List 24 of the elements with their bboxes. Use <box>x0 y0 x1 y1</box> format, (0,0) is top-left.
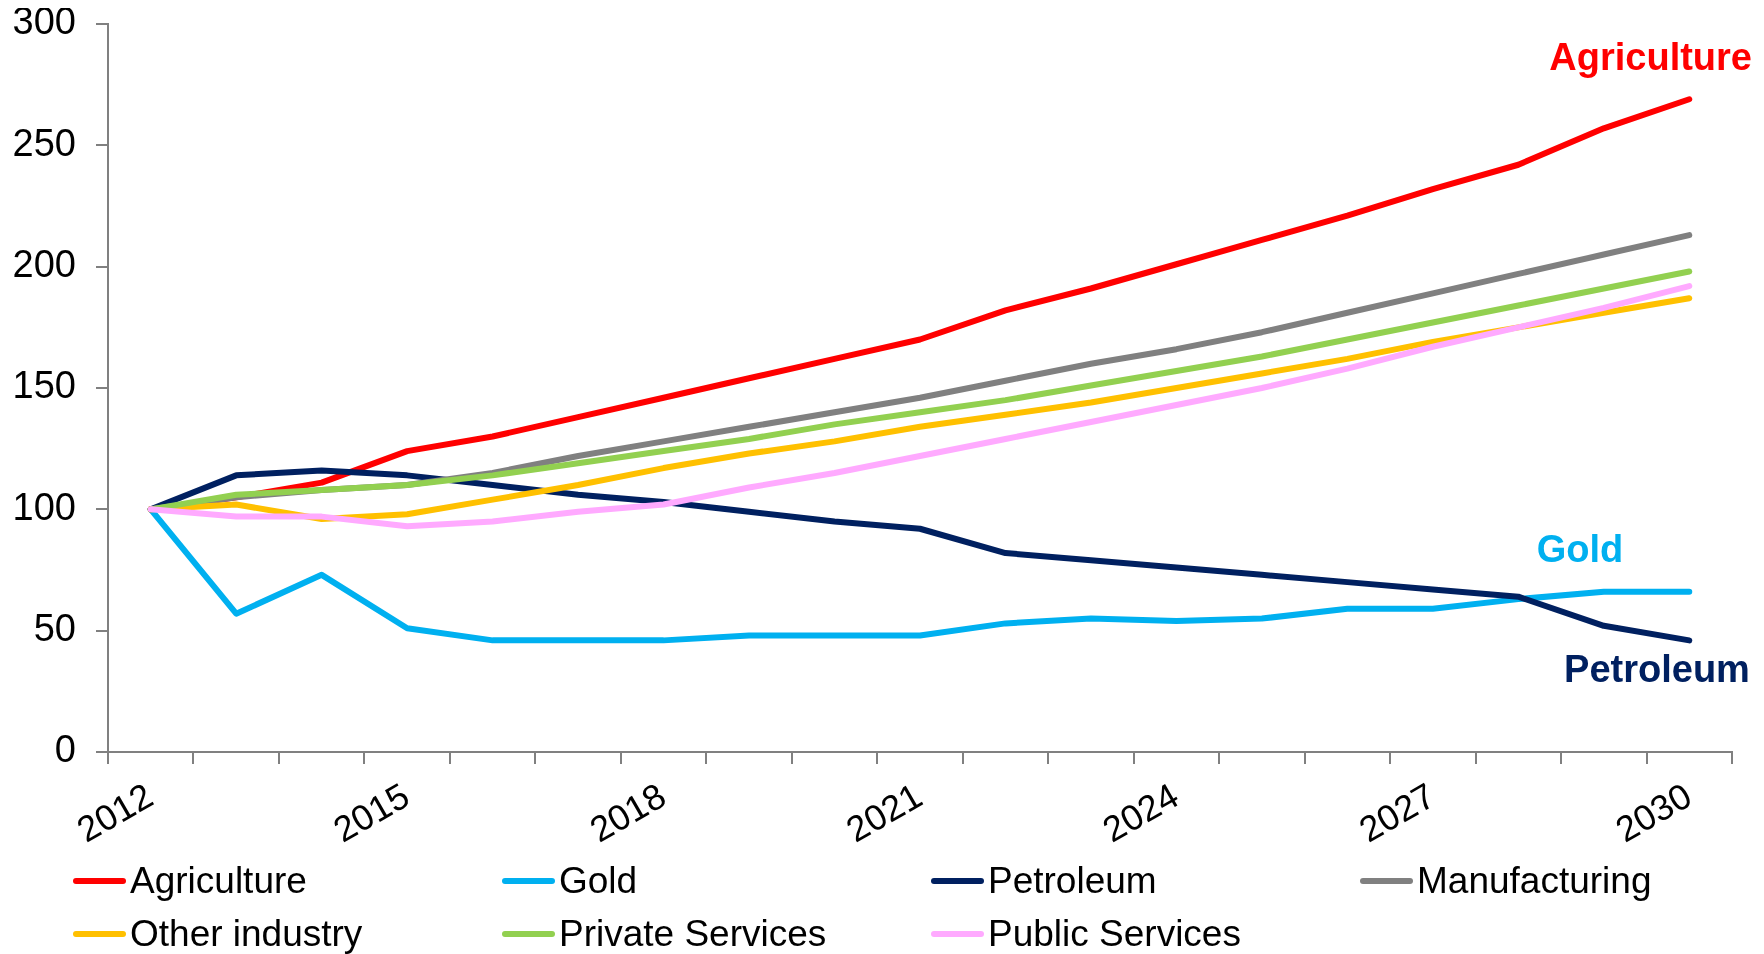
y-tick-label: 250 <box>12 121 76 164</box>
legend-label: Petroleum <box>988 859 1157 902</box>
y-tick-label: 0 <box>54 728 76 771</box>
x-tick-label: 2012 <box>69 774 160 851</box>
legend-label: Private Services <box>559 912 827 954</box>
legend-label: Other industry <box>130 912 363 954</box>
legend-label: Agriculture <box>130 859 307 902</box>
annotation: Gold <box>1536 528 1624 571</box>
y-tick-label: 200 <box>12 243 76 286</box>
annotation: Petroleum <box>1564 648 1750 691</box>
y-tick-label: 50 <box>33 607 76 650</box>
x-tick-label: 2024 <box>1095 774 1186 851</box>
y-tick-label: 300 <box>12 0 76 43</box>
x-tick-label: 2021 <box>839 774 929 851</box>
x-tick-label: 2030 <box>1608 774 1699 851</box>
legend-label: Manufacturing <box>1417 859 1652 902</box>
x-tick-label: 2027 <box>1351 774 1442 851</box>
legend-label: Public Services <box>988 912 1241 954</box>
y-tick-label: 100 <box>12 485 76 528</box>
legend-label: Gold <box>559 859 638 902</box>
annotation: Agriculture <box>1549 36 1753 79</box>
y-tick-label: 150 <box>12 364 76 407</box>
x-tick-label: 2018 <box>582 774 673 851</box>
x-tick-label: 2015 <box>326 774 417 851</box>
